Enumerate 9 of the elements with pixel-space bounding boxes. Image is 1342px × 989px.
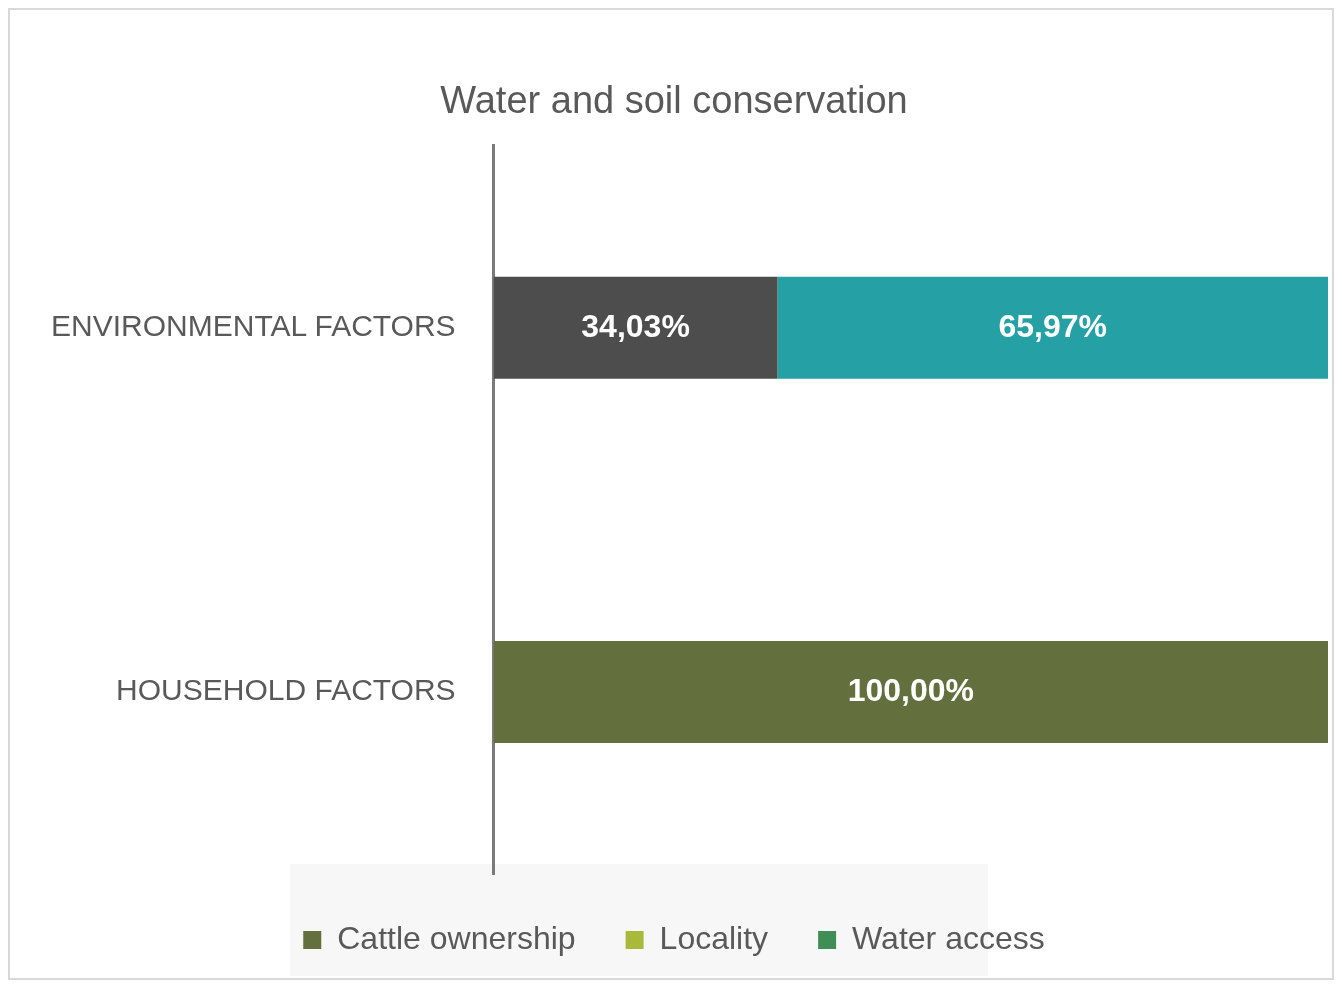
y-tick-label: ENVIRONMENTAL FACTORS — [51, 308, 456, 342]
data-label: 34,03% — [581, 307, 690, 344]
y-tick-label: HOUSEHOLD FACTORS — [116, 673, 456, 707]
data-label: 100,00% — [847, 671, 974, 708]
data-label: 65,97% — [998, 307, 1108, 344]
legend-label: Water access — [852, 919, 1045, 956]
chart-title: Water and soil conservation — [440, 79, 908, 122]
legend-label: Cattle ownership — [337, 919, 576, 956]
legend-label: Locality — [659, 919, 769, 956]
